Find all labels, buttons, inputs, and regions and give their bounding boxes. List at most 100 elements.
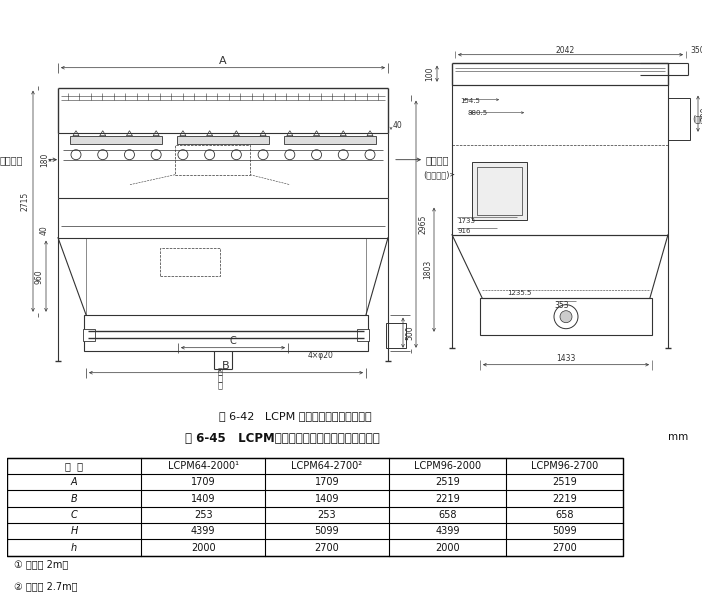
Polygon shape xyxy=(126,131,133,135)
Text: 图 6-42   LCPM 型侧喷式脉冲袋式除尘器: 图 6-42 LCPM 型侧喷式脉冲袋式除尘器 xyxy=(218,411,371,421)
Bar xyxy=(84,315,368,351)
Text: 5099: 5099 xyxy=(314,526,339,536)
Polygon shape xyxy=(100,131,106,135)
Text: 侧向进风: 侧向进风 xyxy=(0,155,23,165)
Text: 100: 100 xyxy=(425,66,434,81)
Bar xyxy=(477,167,522,215)
Text: 500: 500 xyxy=(405,325,414,340)
Bar xyxy=(472,162,527,220)
Text: 2000: 2000 xyxy=(435,542,460,553)
Bar xyxy=(480,298,652,335)
Polygon shape xyxy=(314,131,319,135)
Text: H: H xyxy=(70,526,78,536)
Text: A: A xyxy=(219,56,227,66)
Text: 2000: 2000 xyxy=(191,542,216,553)
Text: 658: 658 xyxy=(438,510,456,520)
Text: 1235.5: 1235.5 xyxy=(507,290,531,296)
Text: 2042: 2042 xyxy=(555,46,575,55)
Text: 40: 40 xyxy=(40,225,49,235)
Text: LCPM64-2700²: LCPM64-2700² xyxy=(291,461,362,471)
Text: 353: 353 xyxy=(554,300,569,309)
Polygon shape xyxy=(73,131,79,135)
Text: 960: 960 xyxy=(35,269,44,284)
Text: 尺  寸: 尺 寸 xyxy=(65,461,83,471)
Text: C: C xyxy=(230,336,237,346)
Text: (正向进风): (正向进风) xyxy=(423,170,450,179)
Text: 4399: 4399 xyxy=(191,526,216,536)
Circle shape xyxy=(151,150,161,160)
Text: C: C xyxy=(71,510,77,520)
Polygon shape xyxy=(206,131,213,135)
Text: 1433: 1433 xyxy=(556,354,576,362)
Text: A: A xyxy=(71,477,77,488)
Bar xyxy=(386,323,406,348)
Circle shape xyxy=(98,150,107,160)
Text: h: h xyxy=(71,542,77,553)
Text: 1709: 1709 xyxy=(314,477,339,488)
Text: 1409: 1409 xyxy=(314,494,339,504)
Text: 658: 658 xyxy=(555,510,574,520)
Text: 2219: 2219 xyxy=(435,494,460,504)
Text: 2715: 2715 xyxy=(21,191,30,211)
Text: 2519: 2519 xyxy=(552,477,576,488)
Text: 表 6-45   LCPM型侧噴式脉冲袋式除尘器外形尺寸: 表 6-45 LCPM型侧噴式脉冲袋式除尘器外形尺寸 xyxy=(185,432,380,445)
Circle shape xyxy=(285,150,295,160)
Bar xyxy=(284,135,376,144)
Circle shape xyxy=(365,150,375,160)
Polygon shape xyxy=(180,131,186,135)
Circle shape xyxy=(71,150,81,160)
Text: mm: mm xyxy=(668,432,688,442)
Polygon shape xyxy=(367,131,373,135)
Circle shape xyxy=(258,150,268,160)
Bar xyxy=(177,135,269,144)
Text: 40: 40 xyxy=(393,120,403,129)
Text: B: B xyxy=(71,494,77,504)
Text: 1803: 1803 xyxy=(423,260,432,279)
Text: 2519: 2519 xyxy=(435,477,460,488)
Text: ① 滤袋长 2m。: ① 滤袋长 2m。 xyxy=(14,559,68,569)
Text: 350: 350 xyxy=(690,46,702,55)
Text: B: B xyxy=(223,361,230,371)
Bar xyxy=(175,144,250,175)
Circle shape xyxy=(232,150,241,160)
Text: 180: 180 xyxy=(40,152,49,167)
Polygon shape xyxy=(233,131,239,135)
Text: 口: 口 xyxy=(218,382,223,391)
Bar xyxy=(70,135,162,144)
Text: (正向出风): (正向出风) xyxy=(692,114,702,123)
Circle shape xyxy=(554,305,578,329)
Text: 灰: 灰 xyxy=(218,374,223,383)
Polygon shape xyxy=(260,131,266,135)
Text: 1709: 1709 xyxy=(191,477,216,488)
Circle shape xyxy=(205,150,215,160)
Circle shape xyxy=(124,150,135,160)
Text: LCPM96-2000: LCPM96-2000 xyxy=(413,461,481,471)
Polygon shape xyxy=(340,131,346,135)
Text: 4399: 4399 xyxy=(435,526,460,536)
Text: 4×φ20: 4×φ20 xyxy=(308,351,334,359)
Text: 5099: 5099 xyxy=(552,526,576,536)
Text: 出: 出 xyxy=(218,368,223,377)
Text: 2965: 2965 xyxy=(418,214,427,234)
Bar xyxy=(83,329,95,341)
Text: 1733: 1733 xyxy=(457,218,475,224)
Bar xyxy=(7,458,623,556)
Circle shape xyxy=(312,150,322,160)
Circle shape xyxy=(178,150,188,160)
Text: LCPM64-2000¹: LCPM64-2000¹ xyxy=(168,461,239,471)
Text: 2700: 2700 xyxy=(552,542,576,553)
Text: 1409: 1409 xyxy=(191,494,216,504)
Bar xyxy=(668,98,690,140)
Polygon shape xyxy=(153,131,159,135)
Text: 880.5: 880.5 xyxy=(467,110,487,116)
Text: 侧向出风: 侧向出风 xyxy=(426,155,449,165)
Circle shape xyxy=(560,311,572,323)
Bar xyxy=(357,329,369,341)
Text: 200: 200 xyxy=(700,107,702,121)
Text: LCPM96-2700: LCPM96-2700 xyxy=(531,461,598,471)
Text: 253: 253 xyxy=(194,510,213,520)
Text: 154.5: 154.5 xyxy=(460,98,480,104)
Bar xyxy=(452,85,668,235)
Text: ② 滤袋长 2.7m。: ② 滤袋长 2.7m。 xyxy=(14,582,77,591)
Circle shape xyxy=(338,150,348,160)
